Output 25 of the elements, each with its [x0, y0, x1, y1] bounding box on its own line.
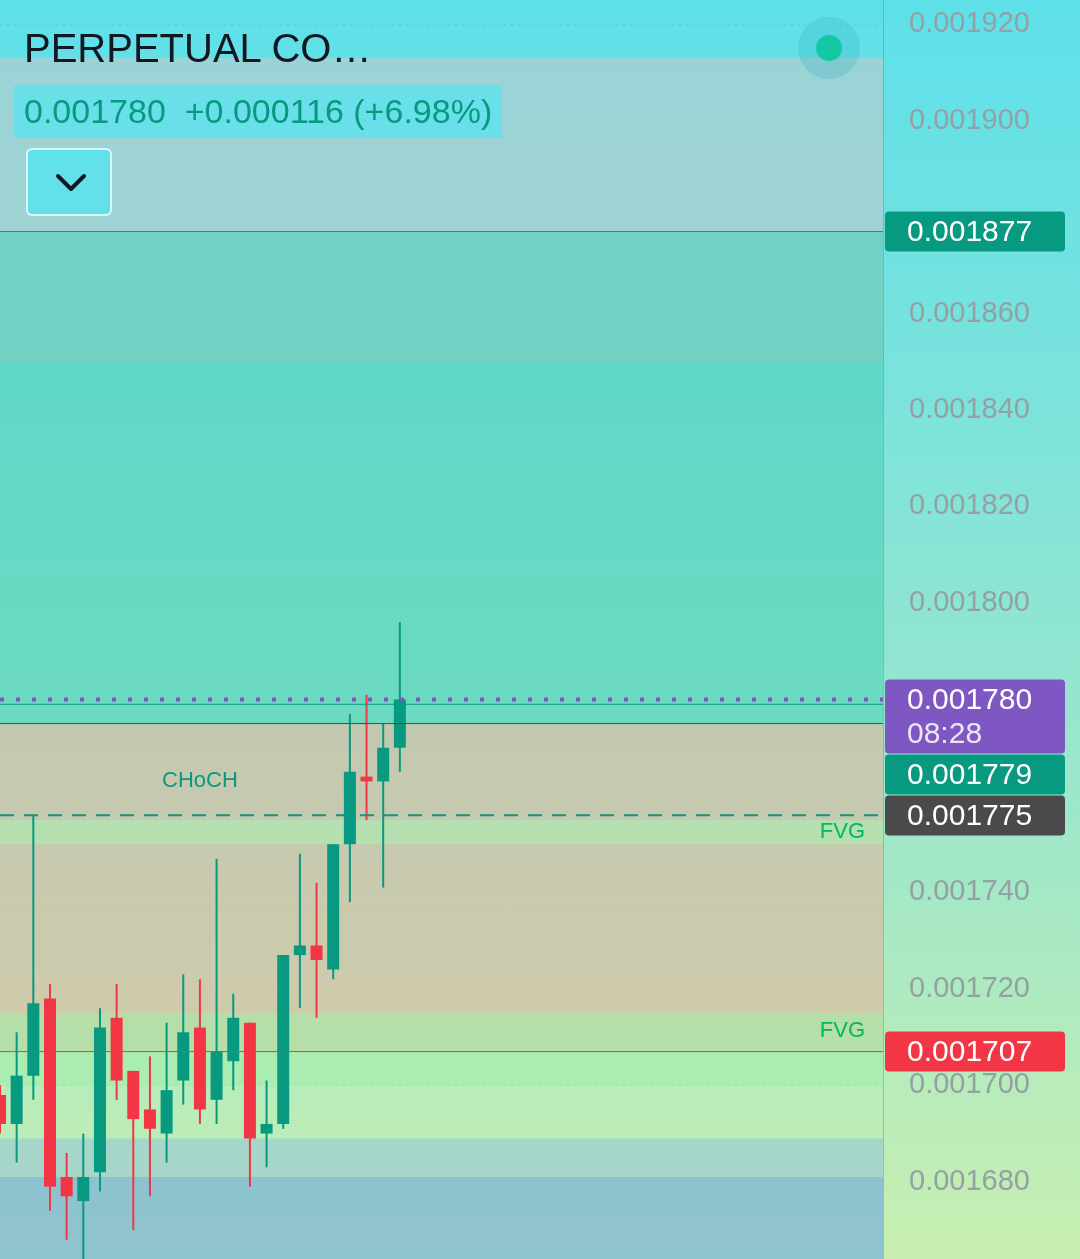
- band-label: FVG: [819, 818, 865, 844]
- candlestick: [60, 1151, 73, 1241]
- y-tick-label: 0.001860: [909, 295, 1030, 328]
- y-tick-label: 0.001900: [909, 102, 1030, 135]
- candlestick: [310, 881, 323, 1019]
- y-tick-label: 0.001820: [909, 488, 1030, 521]
- candlestick: [260, 1079, 273, 1169]
- band-label: FVG: [819, 1017, 865, 1043]
- candlestick: [143, 1055, 156, 1198]
- y-tick-label: 0.001680: [909, 1163, 1030, 1196]
- y-tick-label: 0.001700: [909, 1067, 1030, 1100]
- ref-line-label: 0.001707: [907, 1033, 1033, 1067]
- annotation: CHoCH: [162, 767, 238, 793]
- y-tick-label: 0.001720: [909, 970, 1030, 1003]
- y-tick-label: 0.001800: [909, 584, 1030, 617]
- ref-line-label: 0.001779: [907, 756, 1033, 790]
- y-tick-label: 0.001840: [909, 392, 1030, 425]
- candlestick: [293, 852, 306, 1010]
- ref-line-label: 0.001775: [907, 797, 1033, 831]
- y-tick-label: 0.001740: [909, 874, 1030, 907]
- ref-line-label: 0.001877: [907, 213, 1033, 247]
- ref-line-label: 0.001780 08:28: [907, 681, 1033, 749]
- y-tick-label: 0.001920: [909, 6, 1030, 39]
- text: 0.001780 +0.000116 (+6.98%): [14, 85, 503, 138]
- text: PERPETUAL CO…: [24, 25, 372, 72]
